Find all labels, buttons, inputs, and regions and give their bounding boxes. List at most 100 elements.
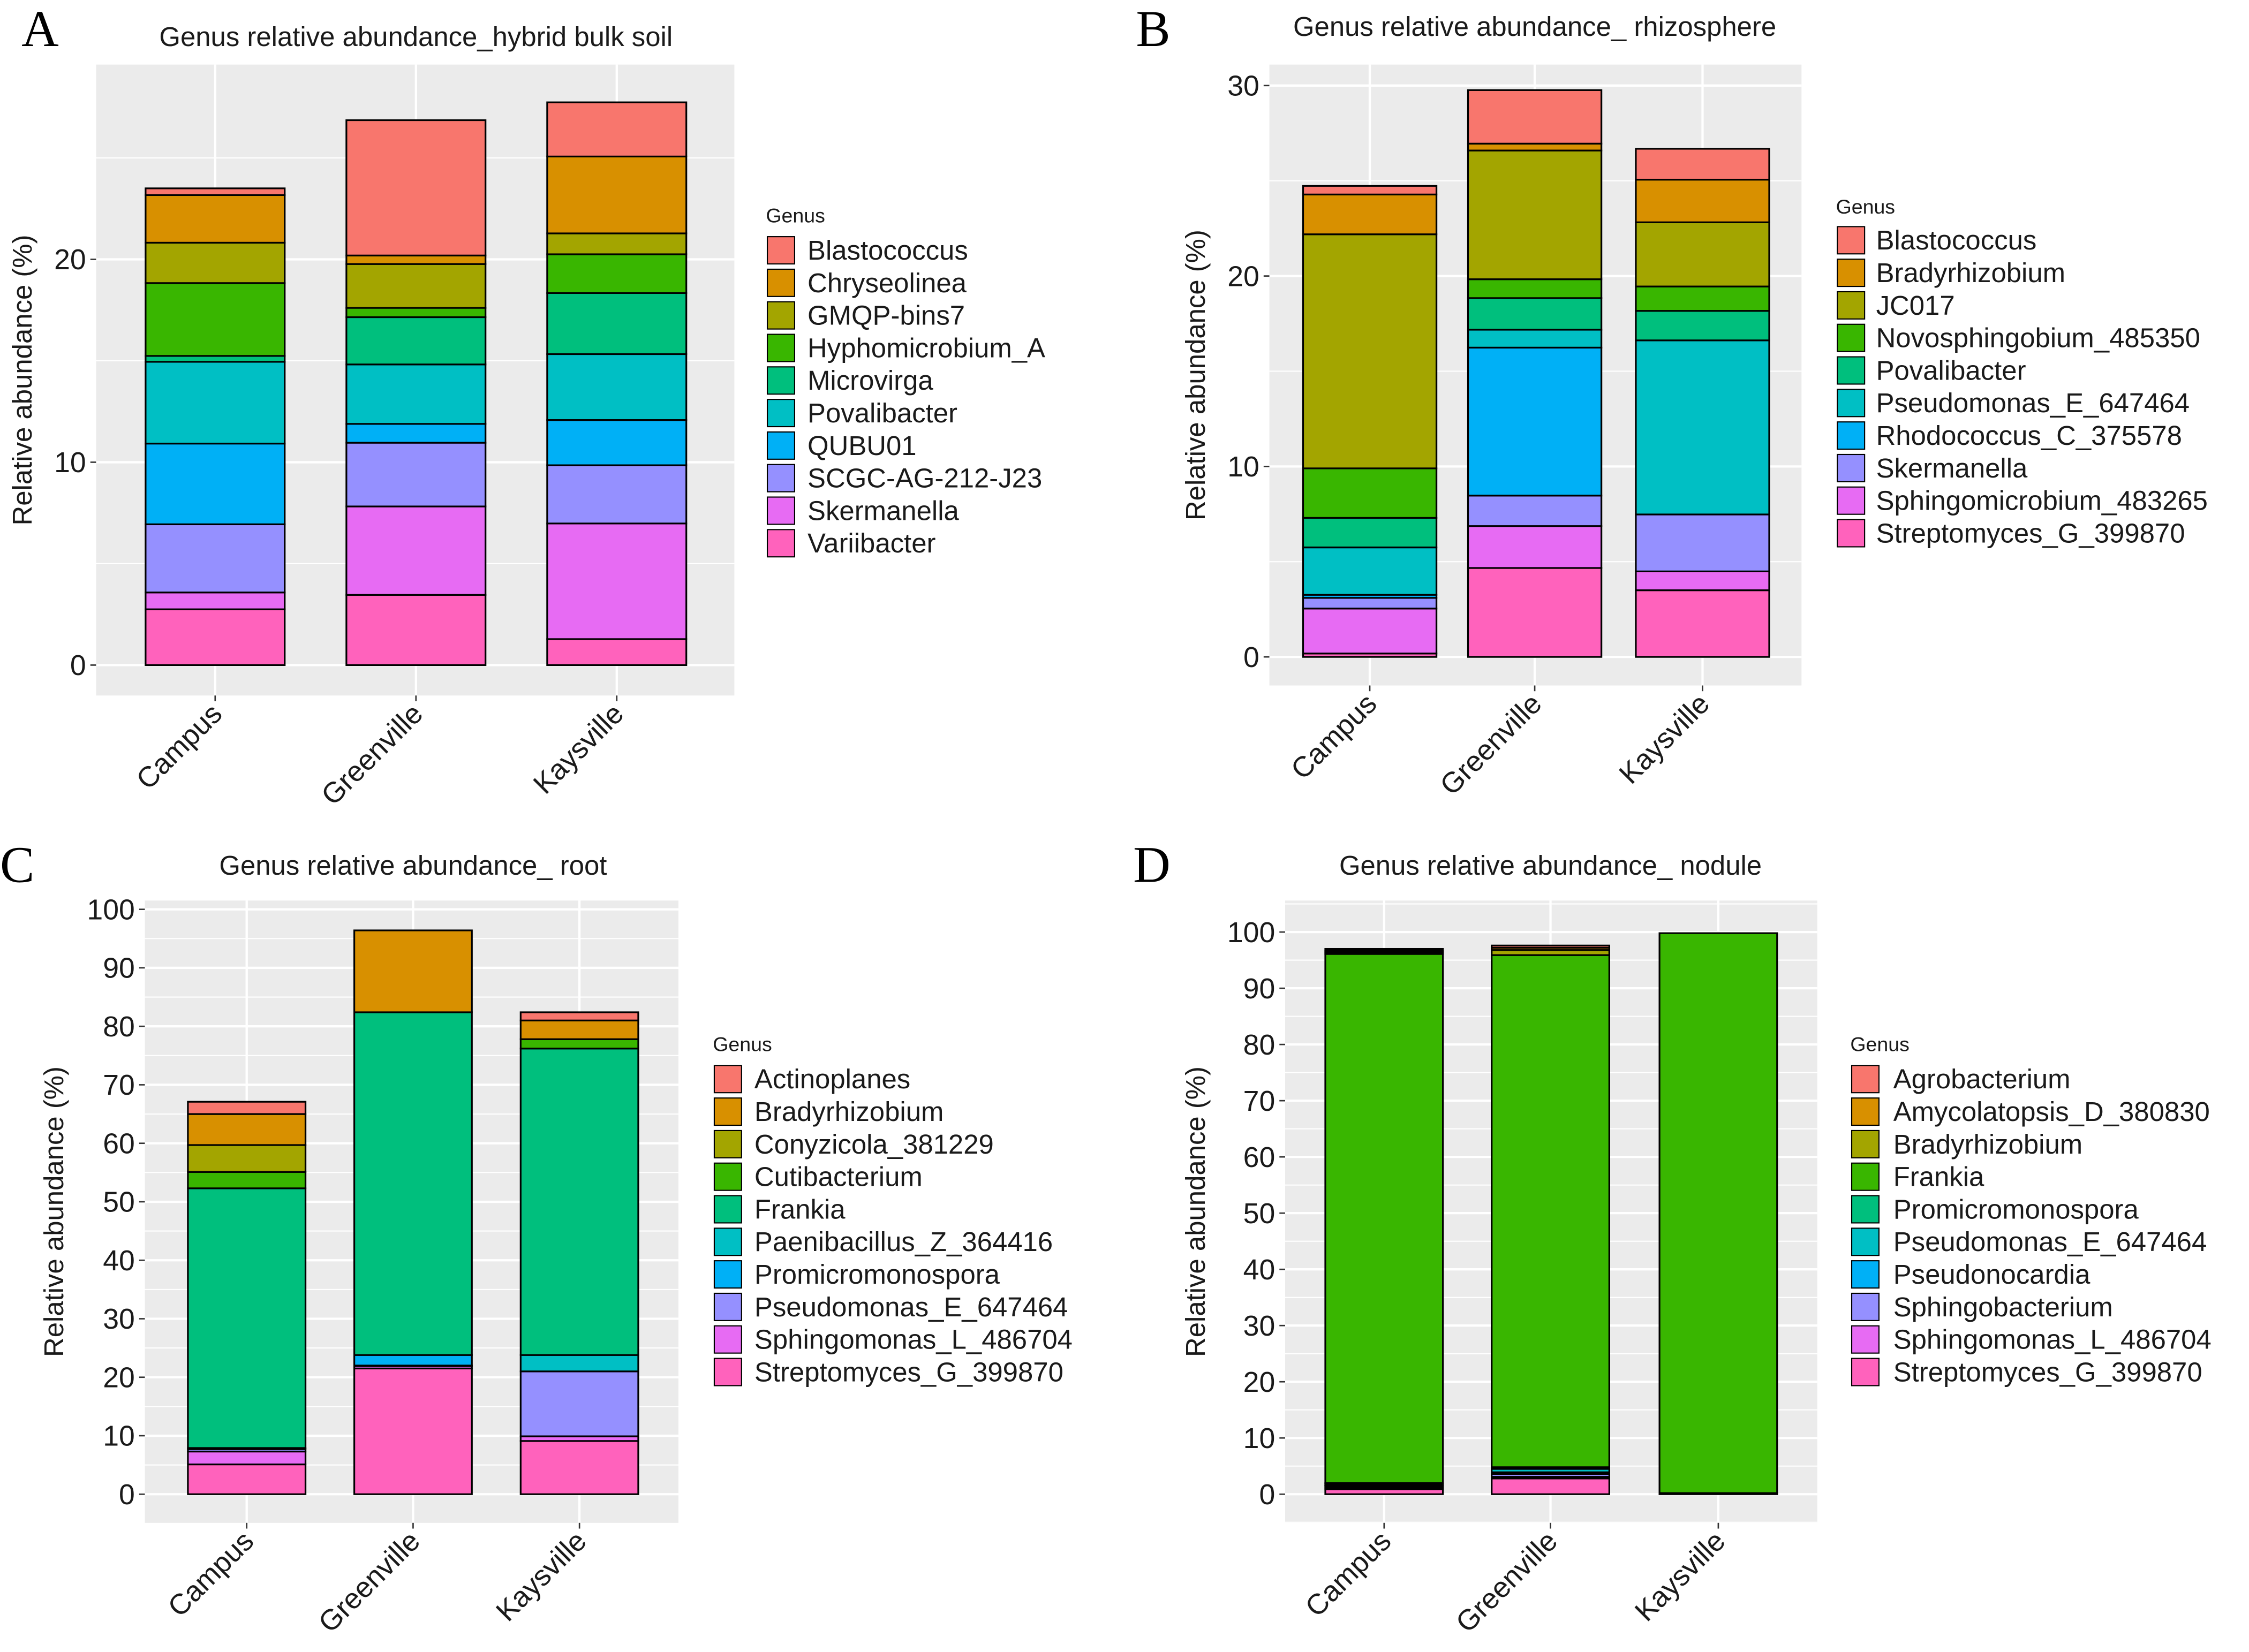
legend-label: Actinoplanes xyxy=(754,1064,910,1094)
legend-label: Pseudonocardia xyxy=(1893,1259,2090,1290)
bar-segment-frankia xyxy=(1324,953,1444,1484)
bar-segment-novosphingobium-485350 xyxy=(1302,467,1438,519)
x-tick-label: Greenville xyxy=(1434,688,1548,801)
legend-key xyxy=(713,1325,742,1354)
bar-segment-microvirga xyxy=(546,292,688,355)
x-tick-label: Kaysville xyxy=(527,698,630,800)
legend-label: Variibacter xyxy=(807,528,935,558)
legend-label: Conyzicola_381229 xyxy=(754,1129,994,1160)
legend-key xyxy=(713,1065,742,1094)
bar-segment-variibacter xyxy=(345,594,487,666)
bar-segment-hyphomicrobium-a xyxy=(145,282,286,357)
legend-label: Paenibacillus_Z_364416 xyxy=(754,1226,1053,1257)
y-tick-label: 100 xyxy=(87,894,134,926)
legend-key xyxy=(713,1227,742,1256)
y-axis-label: Relative abundance (%) xyxy=(39,1066,69,1357)
bar-segment-jc017 xyxy=(1302,233,1438,469)
legend-key xyxy=(1851,1195,1880,1224)
y-tick-label: 60 xyxy=(1243,1142,1276,1173)
y-tick-label: 100 xyxy=(1227,917,1275,949)
panel-a: A Genus relative abundance_hybrid bulk so… xyxy=(7,0,1045,812)
legend-key xyxy=(766,366,795,395)
legend-key xyxy=(766,301,795,330)
panel-letter: D xyxy=(1133,836,1171,893)
bar-segment-cutibacterium xyxy=(519,1038,639,1050)
panel-letter: A xyxy=(21,0,59,57)
legend-label: Hyphomicrobium_A xyxy=(807,332,1045,363)
legend-label: Pseudomonas_E_647464 xyxy=(1893,1226,2207,1257)
bar-segment-povalibacter xyxy=(1635,310,1770,342)
bar-segment-bradyrhizobium xyxy=(1302,193,1438,236)
legend-key xyxy=(766,496,795,525)
bar-segment-skermanella xyxy=(1635,513,1770,572)
bar-segment-povalibacter xyxy=(145,361,286,445)
x-tick-label: Campus xyxy=(1285,688,1383,786)
y-axis-label: Relative abundance (%) xyxy=(1180,230,1211,520)
legend-key xyxy=(713,1130,742,1158)
legend-key xyxy=(766,399,795,428)
y-tick-label: 90 xyxy=(1243,973,1276,1005)
bar-segment-streptomyces-g-399870 xyxy=(1467,567,1603,658)
bar-segment-frankia xyxy=(1491,954,1610,1468)
legend-key xyxy=(766,529,795,558)
legend-label: Skermanella xyxy=(807,495,959,526)
bar-segment-gmqp-bins7 xyxy=(145,241,286,284)
panel-letter: B xyxy=(1136,0,1170,57)
legend-label: Sphingomonas_L_486704 xyxy=(754,1324,1073,1355)
y-tick-label: 20 xyxy=(1227,261,1259,292)
legend-label: Agrobacterium xyxy=(1893,1064,2071,1094)
legend-key xyxy=(766,268,795,297)
y-tick-label: 90 xyxy=(103,953,135,984)
y-tick-label: 0 xyxy=(70,650,86,681)
x-tick-label: Campus xyxy=(1300,1525,1398,1623)
bar-segment-bradyrhizobium xyxy=(1635,178,1770,223)
bar-segment-blastococcus xyxy=(145,187,286,196)
legend-label: Sphingobacterium xyxy=(1893,1292,2113,1322)
legend-key xyxy=(766,236,795,265)
legend-key xyxy=(766,431,795,460)
bar-segment-frankia xyxy=(353,1011,473,1356)
legend-label: Blastococcus xyxy=(807,235,968,266)
bar-segment-jc017 xyxy=(1467,149,1603,281)
legend-key xyxy=(1851,1097,1880,1126)
bar-segment-novosphingobium-485350 xyxy=(1467,278,1603,299)
legend-label: SCGC-AG-212-J23 xyxy=(807,463,1042,494)
bar-segment-sphingomonas-l-486704 xyxy=(187,1450,307,1466)
bar-segment-streptomyces-g-399870 xyxy=(1491,1477,1610,1495)
legend-label: Bradyrhizobium xyxy=(1876,257,2065,288)
y-tick-label: 10 xyxy=(54,447,86,479)
legend-key xyxy=(1837,421,1866,450)
bar-segment-bradyrhizobium xyxy=(519,1019,639,1040)
chart-title: Genus relative abundance_ rhizosphere xyxy=(1293,11,1776,42)
bar-segment-paenibacillus-z-364416 xyxy=(519,1354,639,1373)
y-tick-label: 80 xyxy=(1243,1029,1276,1061)
x-tick-label: Kaysville xyxy=(1629,1525,1731,1627)
bar-segment-qubu01 xyxy=(345,423,487,444)
bar-segment-actinoplanes xyxy=(187,1101,307,1115)
legend-label: Skermanella xyxy=(1876,453,2028,483)
legend-key xyxy=(713,1358,742,1386)
legend-key xyxy=(1837,453,1866,482)
bar-segment-pseudomonas-e-647464 xyxy=(1302,546,1438,596)
bar-segment-chryseolinea xyxy=(145,194,286,244)
legend-key xyxy=(1837,519,1866,548)
legend-label: Povalibacter xyxy=(1876,355,2026,385)
legend-label: Cutibacterium xyxy=(754,1162,923,1192)
legend-key xyxy=(713,1260,742,1289)
bar-segment-blastococcus xyxy=(345,119,487,256)
y-tick-label: 70 xyxy=(103,1070,135,1101)
legend-label: Pseudomonas_E_647464 xyxy=(1876,388,2190,418)
bar-segment-skermanella xyxy=(1467,495,1603,527)
bar-segment-povalibacter xyxy=(546,353,688,421)
legend-label: Rhodococcus_C_375578 xyxy=(1876,420,2182,451)
x-tick-label: Campus xyxy=(162,1525,260,1623)
legend-key xyxy=(1837,486,1866,515)
legend-key xyxy=(713,1292,742,1321)
legend-label: Streptomyces_G_399870 xyxy=(1876,518,2185,548)
bar-segment-pseudomonas-e-647464 xyxy=(1635,339,1770,516)
legend-key xyxy=(1851,1260,1880,1289)
legend-title: Genus xyxy=(1850,1033,1909,1056)
legend-label: Streptomyces_G_399870 xyxy=(754,1357,1063,1387)
bar-segment-actinoplanes xyxy=(519,1011,639,1021)
legend-key xyxy=(1837,323,1866,352)
